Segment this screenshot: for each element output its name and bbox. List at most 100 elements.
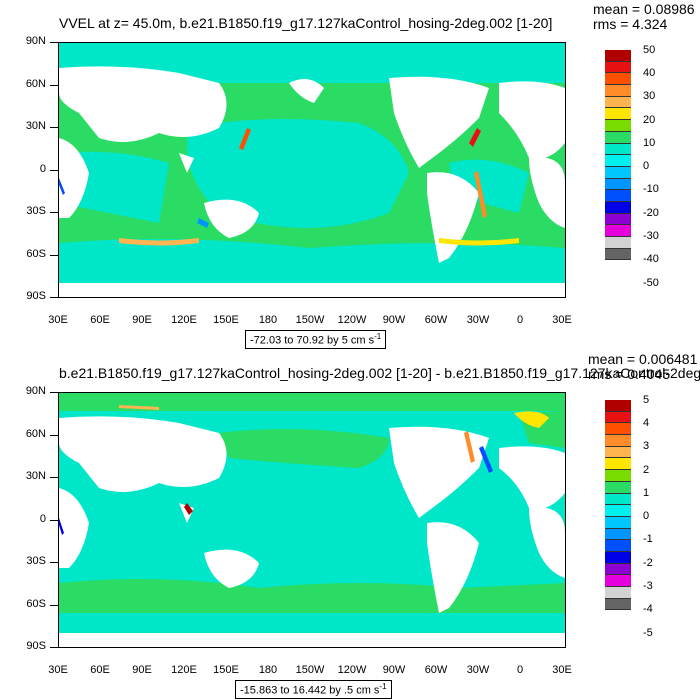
lon-label: 150E xyxy=(213,664,239,676)
contour-range-box: -15.863 to 16.442 by .5 cm s-1 xyxy=(235,680,392,699)
lon-label: 60W xyxy=(424,664,448,676)
contour-range: -72.03 to 70.92 by 5 cm s xyxy=(250,334,375,347)
north-america-land xyxy=(389,426,489,518)
plot-title: VVEL at z= 45.0m, b.e21.B1850.f19_g17.12… xyxy=(59,15,553,31)
lon-label: 120E xyxy=(171,314,197,326)
lon-label: 180 xyxy=(258,664,278,676)
arctic-shelf-mark xyxy=(119,405,159,410)
colorbar-label: -2 xyxy=(643,557,653,569)
rms-value: rms = 0.4045 xyxy=(588,366,671,382)
plot-title: b.e21.B1850.f19_g17.127kaControl_hosing-… xyxy=(59,365,700,381)
acc-mark-1 xyxy=(119,238,199,246)
lon-label: 150E xyxy=(213,314,239,326)
unit-exponent: -1 xyxy=(379,682,387,691)
lon-label: 30W xyxy=(466,314,490,326)
contour-range-box: -72.03 to 70.92 by 5 cm s-1 xyxy=(245,330,387,349)
lon-label: 60W xyxy=(424,314,448,326)
colorbar xyxy=(605,50,631,261)
europe-land xyxy=(499,446,565,509)
north-atlantic-mark xyxy=(479,446,493,473)
lon-label: 30E xyxy=(552,664,572,676)
stats-box: mean = 0.08986 rms = 4.324 xyxy=(593,2,695,32)
colorbar-label: 40 xyxy=(643,67,656,79)
colorbar-label: 5 xyxy=(643,394,650,406)
somali-current-mark xyxy=(59,518,64,535)
lat-label: 30N xyxy=(25,470,46,482)
colorbar-label: -10 xyxy=(643,183,659,195)
kuroshio-mark xyxy=(239,128,251,150)
lat-label: 90S xyxy=(26,640,46,652)
lon-label: 90W xyxy=(382,664,406,676)
lon-label: 0 xyxy=(516,314,524,326)
arctic-zone xyxy=(59,393,565,411)
colorbar-label: 10 xyxy=(643,137,656,149)
colorbar xyxy=(605,400,631,611)
colorbar-label: 4 xyxy=(643,417,650,429)
lon-label: 60E xyxy=(90,314,110,326)
colorbar-label: 20 xyxy=(643,114,656,126)
lat-label: 60N xyxy=(25,428,46,440)
contour-range: -15.863 to 16.442 by .5 cm s xyxy=(240,684,380,697)
lon-label: 0 xyxy=(516,664,524,676)
lon-label: 120W xyxy=(337,664,367,676)
ocean-field xyxy=(59,43,565,297)
colorbar-label: 2 xyxy=(643,464,650,476)
lat-label: 60N xyxy=(25,78,46,90)
colorbar-label: 3 xyxy=(643,440,650,452)
lon-label: 150W xyxy=(295,314,325,326)
unit-exponent: -1 xyxy=(374,332,382,341)
colorbar-label: -50 xyxy=(643,277,659,289)
acc-mark-2 xyxy=(439,238,519,246)
south-american-current-mark xyxy=(474,171,487,218)
lon-label: 30E xyxy=(48,314,68,326)
lon-label: 30E xyxy=(48,664,68,676)
north-pacific-zone xyxy=(219,429,389,468)
lat-label: 60S xyxy=(26,598,46,610)
colorbar-label: 50 xyxy=(643,44,656,56)
colorbar-label: -3 xyxy=(643,580,653,592)
somali-current-mark xyxy=(59,178,65,195)
africa-east-land xyxy=(529,507,565,578)
colorbar-label: -5 xyxy=(643,627,653,639)
rms-value: rms = 4.324 xyxy=(593,16,668,32)
lat-label: 90N xyxy=(25,35,46,47)
lat-label: 90N xyxy=(25,385,46,397)
europe-land xyxy=(499,81,565,159)
lat-label: 90S xyxy=(26,290,46,302)
eurasia-land xyxy=(59,66,227,142)
colorbar-label: -1 xyxy=(643,533,653,545)
lon-label: 30W xyxy=(466,664,490,676)
gulf-stream-mark xyxy=(469,128,481,147)
north-america-land xyxy=(389,76,489,168)
africa-land xyxy=(59,138,89,218)
south-america-land xyxy=(427,522,479,613)
lon-label: 60E xyxy=(90,664,110,676)
lon-label: 90E xyxy=(132,314,152,326)
arctic-zone xyxy=(59,43,565,83)
lon-label: 150W xyxy=(295,664,325,676)
colorbar-label: 0 xyxy=(643,160,650,172)
africa-land xyxy=(59,488,89,568)
lat-label: 60S xyxy=(26,248,46,260)
lon-label: 180 xyxy=(258,314,278,326)
indonesia-mark xyxy=(184,503,193,515)
australia-land xyxy=(204,199,259,238)
lon-label: 90W xyxy=(382,314,406,326)
africa-east-land xyxy=(529,157,565,228)
greenland-land xyxy=(289,79,324,103)
colorbar-label: 0 xyxy=(643,510,650,522)
colorbar-label: 1 xyxy=(643,487,650,499)
colorbar-label: 30 xyxy=(643,90,656,102)
mean-value: mean = 0.006481 xyxy=(588,351,698,367)
mean-value: mean = 0.08986 xyxy=(593,1,695,17)
colorbar-label: -30 xyxy=(643,230,659,242)
eurasia-land xyxy=(59,416,227,492)
colorbar-label: -40 xyxy=(643,253,659,265)
ocean-field xyxy=(59,393,565,647)
colorbar-label: -20 xyxy=(643,207,659,219)
labrador-sea-mark xyxy=(514,411,549,428)
lon-label: 120E xyxy=(171,664,197,676)
lat-label: 30S xyxy=(26,555,46,567)
map-plot xyxy=(58,392,566,648)
gulf-stream-mark xyxy=(464,431,475,463)
